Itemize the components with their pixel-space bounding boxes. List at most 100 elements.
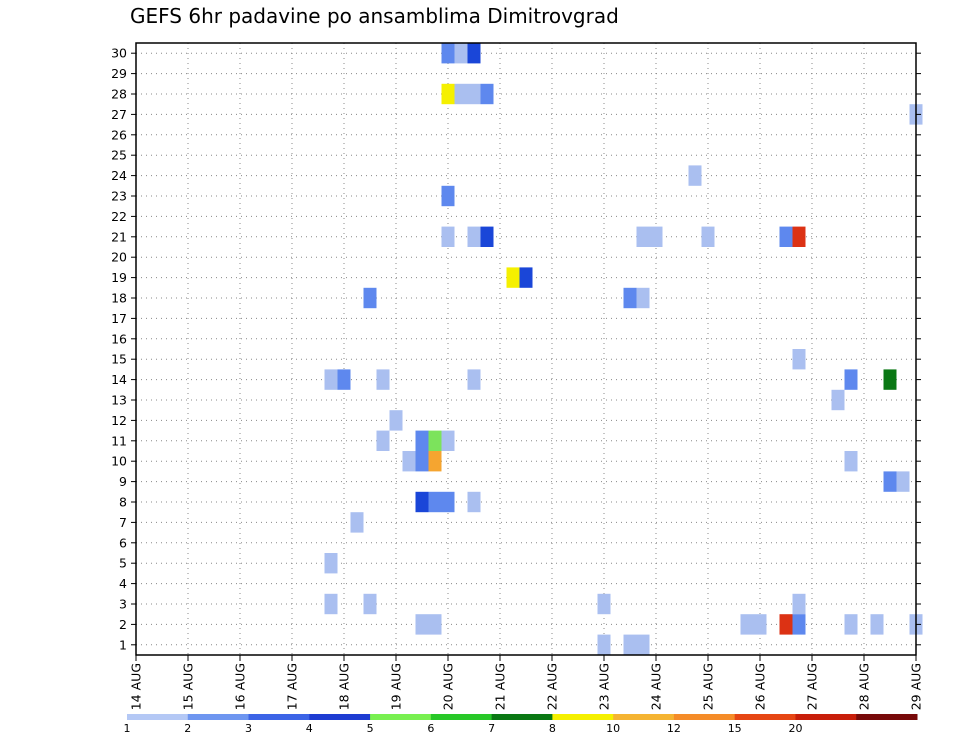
precip-cell bbox=[441, 185, 455, 207]
x-tick-label: 21 AUG bbox=[493, 663, 508, 710]
legend-label: 12 bbox=[667, 722, 681, 735]
legend-label: 10 bbox=[606, 722, 620, 735]
y-tick-label: 15 bbox=[111, 352, 127, 367]
precip-cell bbox=[792, 226, 806, 247]
y-tick-label: 4 bbox=[119, 576, 127, 591]
y-tick-label: 23 bbox=[111, 189, 127, 204]
precip-cell bbox=[688, 165, 702, 186]
precip-cell bbox=[337, 369, 351, 390]
precip-cell bbox=[701, 226, 715, 247]
legend-swatch bbox=[248, 714, 310, 720]
precip-cell bbox=[506, 267, 520, 288]
precip-cell bbox=[779, 226, 793, 247]
legend-swatch bbox=[370, 714, 432, 720]
x-tick-label: 20 AUG bbox=[441, 663, 456, 710]
legend-swatch bbox=[734, 714, 796, 720]
precip-cell bbox=[402, 451, 416, 472]
legend-label: 20 bbox=[788, 722, 802, 735]
legend-label: 6 bbox=[427, 722, 434, 735]
y-tick-label: 22 bbox=[111, 209, 127, 224]
precip-cell bbox=[324, 369, 338, 390]
y-tick-label: 25 bbox=[111, 148, 127, 163]
precip-cell bbox=[636, 287, 650, 309]
y-tick-label: 11 bbox=[111, 433, 127, 448]
x-tick-label: 19 AUG bbox=[389, 663, 404, 710]
y-tick-label: 24 bbox=[111, 168, 127, 183]
y-tick-label: 10 bbox=[111, 454, 127, 469]
y-tick-label: 27 bbox=[111, 107, 127, 122]
chart-title: GEFS 6hr padavine po ansamblima Dimitrov… bbox=[130, 4, 619, 28]
precip-cell bbox=[363, 287, 377, 309]
precip-cell bbox=[740, 614, 754, 635]
y-tick-label: 1 bbox=[119, 637, 127, 652]
precip-cell bbox=[753, 614, 767, 635]
precip-cell bbox=[428, 451, 442, 472]
x-tick-label: 17 AUG bbox=[285, 663, 300, 710]
y-tick-label: 12 bbox=[111, 413, 127, 428]
y-tick-label: 5 bbox=[119, 556, 127, 571]
precip-cell bbox=[792, 614, 806, 635]
y-tick-label: 30 bbox=[111, 46, 127, 61]
precip-cell bbox=[415, 430, 429, 451]
precip-cell bbox=[324, 593, 338, 615]
precip-cell bbox=[623, 634, 637, 655]
precip-cell bbox=[883, 471, 897, 492]
precip-cell bbox=[623, 287, 637, 309]
precip-cell bbox=[454, 43, 468, 64]
x-tick-label: 25 AUG bbox=[701, 663, 716, 710]
precip-cell bbox=[844, 451, 858, 472]
precip-cell bbox=[376, 369, 390, 390]
precip-cell bbox=[844, 369, 858, 390]
precip-cell bbox=[792, 349, 806, 370]
plot-area bbox=[136, 43, 916, 655]
precip-cell bbox=[376, 430, 390, 451]
legend-label: 7 bbox=[488, 722, 495, 735]
legend-label: 8 bbox=[549, 722, 556, 735]
x-tick-label: 22 AUG bbox=[545, 663, 560, 710]
precip-cell bbox=[792, 593, 806, 615]
y-tick-label: 21 bbox=[111, 229, 127, 244]
precip-cell bbox=[636, 226, 650, 247]
precip-cell bbox=[896, 471, 910, 492]
precip-cell bbox=[441, 83, 455, 105]
x-tick-label: 14 AUG bbox=[129, 663, 144, 710]
legend-swatch bbox=[795, 714, 857, 720]
legend-label: 3 bbox=[245, 722, 252, 735]
precip-cell bbox=[597, 593, 611, 615]
legend-label: 15 bbox=[728, 722, 742, 735]
precip-cell bbox=[389, 410, 403, 431]
x-tick-label: 23 AUG bbox=[597, 663, 612, 710]
x-tick-label: 28 AUG bbox=[857, 663, 872, 710]
precip-cell bbox=[363, 593, 377, 615]
x-tick-label: 18 AUG bbox=[337, 663, 352, 710]
x-tick-label: 29 AUG bbox=[909, 663, 924, 710]
precip-cell bbox=[649, 226, 663, 247]
precip-cell bbox=[441, 430, 455, 451]
precip-cell bbox=[467, 43, 481, 64]
legend-swatch bbox=[552, 714, 614, 720]
y-tick-label: 18 bbox=[111, 291, 127, 306]
precip-cell bbox=[779, 614, 793, 635]
precip-cell bbox=[519, 267, 533, 288]
precip-cell bbox=[467, 491, 481, 513]
x-tick-label: 16 AUG bbox=[233, 663, 248, 710]
y-tick-label: 20 bbox=[111, 250, 127, 265]
y-tick-label: 7 bbox=[119, 515, 127, 530]
legend-swatch bbox=[673, 714, 736, 720]
x-tick-label: 26 AUG bbox=[753, 663, 768, 710]
y-tick-label: 6 bbox=[119, 535, 127, 550]
legend-swatch bbox=[613, 714, 675, 720]
x-tick-label: 27 AUG bbox=[805, 663, 820, 710]
y-tick-label: 8 bbox=[119, 495, 127, 510]
precip-cell bbox=[350, 512, 364, 533]
precip-cell bbox=[636, 634, 650, 655]
legend-swatch bbox=[127, 714, 189, 720]
precip-cell bbox=[415, 614, 429, 635]
precip-cell bbox=[467, 226, 481, 247]
precip-cell bbox=[467, 369, 481, 390]
y-tick-label: 9 bbox=[119, 474, 127, 489]
y-tick-label: 14 bbox=[111, 372, 127, 387]
precip-cell bbox=[441, 43, 455, 64]
